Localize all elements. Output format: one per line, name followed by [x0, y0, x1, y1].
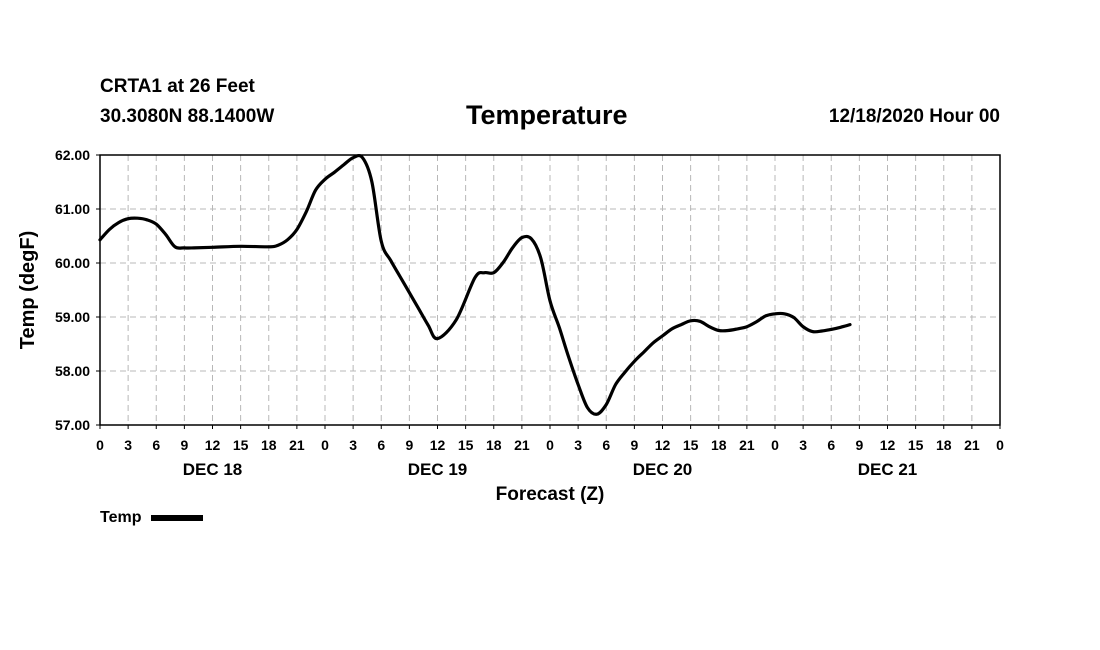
chart-title: Temperature [466, 100, 628, 130]
day-label: DEC 21 [858, 460, 918, 479]
x-tick-label: 3 [349, 437, 357, 453]
forecast-issue-time: 12/18/2020 Hour 00 [828, 106, 1000, 127]
x-axis-label: Forecast (Z) [496, 484, 605, 505]
axes: 0 3 6 9 12 15 18 21 0 3 6 9 12 15 18 21 0 3 6 9 12 15 18 21 0 3 6 9… [55, 147, 1004, 479]
x-tick-label: 15 [458, 437, 474, 453]
x-tick-label: 3 [124, 437, 132, 453]
x-tick-label: 15 [233, 437, 249, 453]
x-tick-label: 12 [430, 437, 446, 453]
station-coordinates: 30.3080N 88.1400W [100, 106, 275, 127]
x-tick-label: 18 [486, 437, 502, 453]
y-axis-label: Temp (degF) [17, 231, 39, 350]
station-label: CRTA1 at 26 Feet [100, 76, 255, 97]
x-tick-label: 21 [514, 437, 530, 453]
x-tick-label: 0 [546, 437, 554, 453]
x-tick-label: 0 [96, 437, 104, 453]
x-tick-label: 18 [936, 437, 952, 453]
x-tick-label: 21 [289, 437, 305, 453]
x-tick-label: 9 [405, 437, 413, 453]
x-tick-label: 9 [630, 437, 638, 453]
x-tick-label: 12 [655, 437, 671, 453]
y-tick-label: 62.00 [55, 147, 90, 163]
y-tick-label: 58.00 [55, 363, 90, 379]
x-tick-label: 12 [880, 437, 896, 453]
x-tick-label: 15 [683, 437, 699, 453]
x-tick-label: 12 [205, 437, 221, 453]
x-tick-label: 21 [964, 437, 980, 453]
x-tick-label: 21 [739, 437, 755, 453]
day-label: DEC 20 [633, 460, 693, 479]
x-tick-label: 3 [574, 437, 582, 453]
grid-lines [100, 155, 1000, 425]
x-tick-label: 0 [996, 437, 1004, 453]
x-tick-label: 18 [261, 437, 277, 453]
x-tick-label: 9 [855, 437, 863, 453]
series-line-temp [98, 153, 852, 416]
legend: Temp [100, 509, 204, 527]
x-tick-label: 9 [180, 437, 188, 453]
y-tick-label: 57.00 [55, 417, 90, 433]
x-tick-label: 18 [711, 437, 727, 453]
x-tick-label: 0 [321, 437, 329, 453]
x-tick-label: 3 [799, 437, 807, 453]
legend-line-swatch [151, 515, 204, 521]
x-tick-label: 6 [602, 437, 610, 453]
y-tick-label: 59.00 [55, 309, 90, 325]
x-tick-label: 0 [771, 437, 779, 453]
x-tick-label: 15 [908, 437, 924, 453]
legend-label: Temp [100, 509, 142, 526]
y-tick-label: 61.00 [55, 201, 90, 217]
series-layer [98, 153, 852, 416]
x-tick-label: 6 [152, 437, 160, 453]
day-label: DEC 19 [408, 460, 468, 479]
day-label: DEC 18 [183, 460, 243, 479]
x-tick-label: 6 [827, 437, 835, 453]
x-tick-label: 6 [377, 437, 385, 453]
y-tick-label: 60.00 [55, 255, 90, 271]
